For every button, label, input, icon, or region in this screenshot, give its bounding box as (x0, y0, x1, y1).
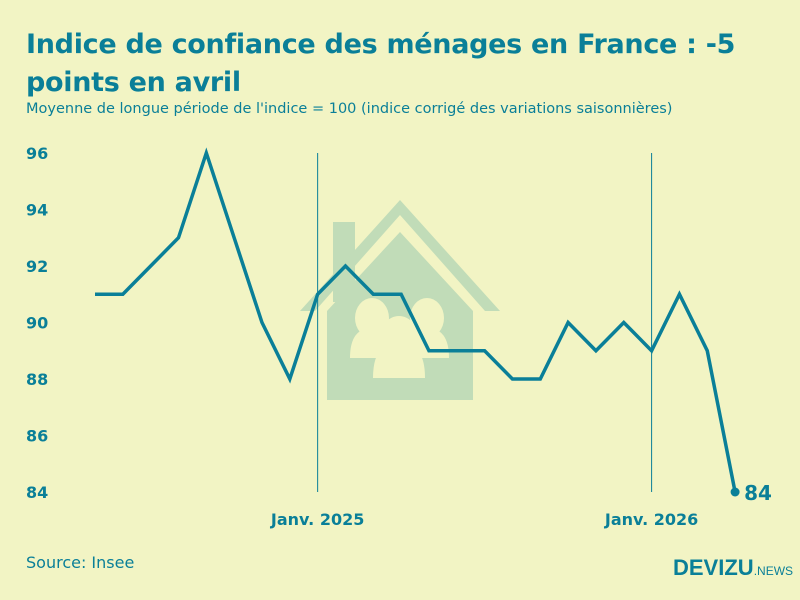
y-tick-label: 88 (26, 370, 48, 389)
devizu-logo: DEVIZU.NEWS (673, 555, 793, 581)
chart-title: Indice de confiance des ménages en Franc… (26, 29, 736, 98)
x-tick-label: Janv. 2025 (270, 510, 364, 529)
y-tick-label: 84 (26, 483, 48, 502)
house-with-family-icon (300, 200, 500, 400)
y-tick-label: 92 (26, 257, 48, 276)
series-line (95, 147, 737, 493)
y-tick-label: 86 (26, 427, 48, 446)
y-tick-label: 94 (26, 201, 48, 220)
y-tick-label: 96 (26, 144, 48, 163)
last-data-point (730, 487, 740, 497)
logo-suffix: .NEWS (753, 564, 794, 578)
x-tick-label: Janv. 2026 (604, 510, 698, 529)
logo-main: DEVIZU (673, 555, 754, 580)
chart-subtitle: Moyenne de longue période de l'indice = … (26, 101, 673, 117)
y-tick-label: 90 (26, 314, 48, 333)
source-note: Source: Insee (26, 553, 135, 572)
last-value-label: 84 (744, 481, 772, 505)
